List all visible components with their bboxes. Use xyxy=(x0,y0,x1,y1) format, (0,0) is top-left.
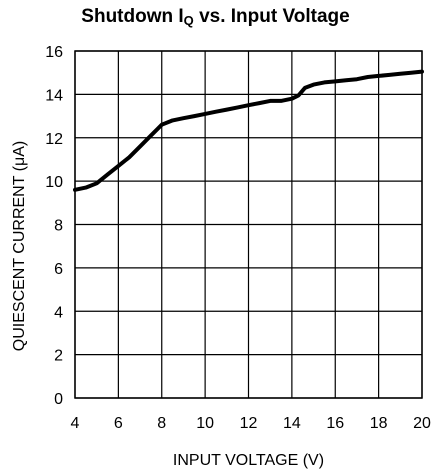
x-tick-label: 4 xyxy=(71,415,80,432)
y-tick-label: 10 xyxy=(45,174,63,191)
y-tick-label: 16 xyxy=(45,44,63,61)
x-axis-ticks: 4 6 8 10 12 14 16 18 20 xyxy=(71,415,431,432)
plot-frame xyxy=(74,50,423,399)
y-tick-label: 8 xyxy=(54,218,63,235)
y-tick-label: 12 xyxy=(45,131,63,148)
y-axis-ticks: 0 2 4 6 8 10 12 14 16 xyxy=(45,44,63,408)
chart-title: Shutdown IQ vs. Input Voltage xyxy=(81,6,350,28)
data-series-line xyxy=(73,69,424,192)
x-axis-label: INPUT VOLTAGE (V) xyxy=(172,452,325,469)
y-tick-label: 0 xyxy=(54,391,63,408)
x-tick-label: 10 xyxy=(196,415,214,432)
x-tick-label: 12 xyxy=(240,415,258,432)
y-tick-label: 4 xyxy=(54,304,63,321)
x-tick-label: 16 xyxy=(326,415,344,432)
y-tick-label: 2 xyxy=(54,348,63,365)
x-tick-label: 8 xyxy=(157,415,166,432)
x-tick-label: 18 xyxy=(370,415,388,432)
y-axis-label: QUIESCENT CURRENT (μA) xyxy=(11,140,28,352)
grid-lines xyxy=(74,50,423,399)
x-tick-label: 14 xyxy=(283,415,301,432)
y-tick-label: 6 xyxy=(54,261,63,278)
y-tick-label: 14 xyxy=(45,87,63,104)
x-tick-label: 20 xyxy=(413,415,431,432)
x-tick-label: 6 xyxy=(114,415,123,432)
